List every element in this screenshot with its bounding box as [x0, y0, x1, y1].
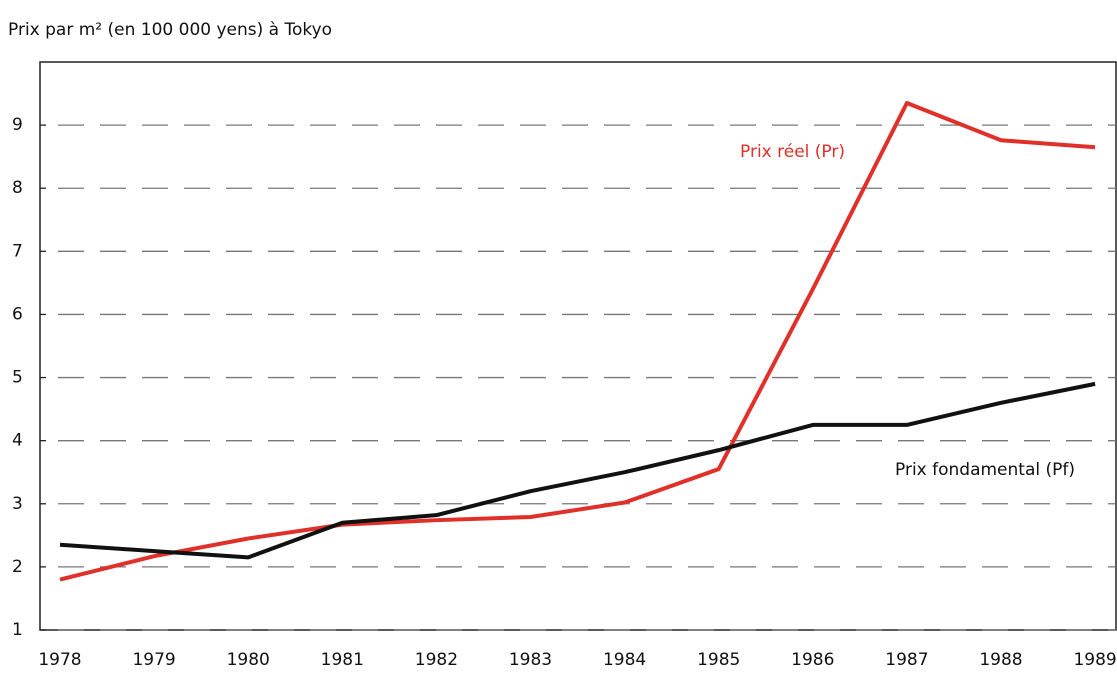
- y-tick-label: 1: [12, 620, 23, 640]
- y-tick-label: 8: [12, 178, 23, 198]
- chart-title: Prix par m² (en 100 000 yens) à Tokyo: [8, 20, 332, 40]
- x-tick-label: 1986: [791, 650, 834, 670]
- x-tick-label: 1989: [1073, 650, 1116, 670]
- plot-frame: [39, 61, 1117, 631]
- series-label: Prix fondamental (Pf): [895, 460, 1075, 480]
- y-tick-label: 2: [12, 557, 23, 577]
- y-tick-label: 5: [12, 368, 23, 388]
- x-tick-label: 1978: [38, 650, 81, 670]
- x-tick-label: 1983: [509, 650, 552, 670]
- x-tick-label: 1988: [979, 650, 1022, 670]
- x-tick-label: 1985: [697, 650, 740, 670]
- x-tick-label: 1981: [321, 650, 364, 670]
- y-tick-label: 7: [12, 241, 23, 261]
- x-tick-label: 1979: [132, 650, 175, 670]
- x-tick-label: 1980: [227, 650, 270, 670]
- x-tick-label: 1987: [885, 650, 928, 670]
- y-tick-label: 3: [12, 494, 23, 514]
- series-line: [59, 381, 1096, 560]
- series-line: [59, 101, 1096, 582]
- series-label: Prix réel (Pr): [740, 142, 845, 162]
- x-tick-label: 1984: [603, 650, 646, 670]
- y-tick-label: 6: [12, 304, 23, 324]
- x-tick-label: 1982: [415, 650, 458, 670]
- y-tick-label: 4: [12, 431, 23, 451]
- y-tick-label: 9: [12, 115, 23, 135]
